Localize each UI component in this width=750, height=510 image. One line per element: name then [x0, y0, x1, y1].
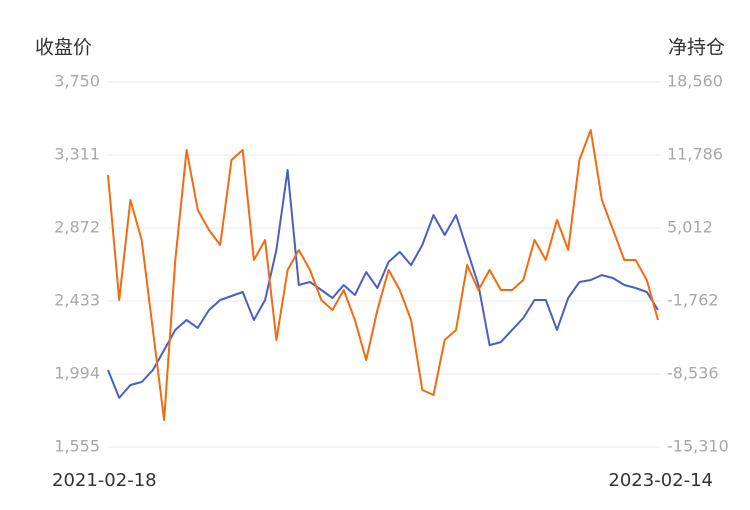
- y2-axis-title: 净持仓: [668, 37, 725, 59]
- line-series: [107, 169, 659, 399]
- y-tick-label: 3,750: [54, 72, 100, 91]
- x-tick-label: 2023-02-14: [608, 470, 713, 491]
- line-series: [107, 129, 659, 421]
- y2-tick-label: -15,310: [667, 437, 729, 456]
- y-tick-label: 3,311: [54, 145, 100, 164]
- y-tick-label: 2,872: [54, 218, 100, 237]
- y2-tick-label: 11,786: [667, 145, 723, 164]
- y2-tick-label: -8,536: [667, 364, 719, 383]
- y2-tick-label: -1,762: [667, 291, 719, 310]
- y-axis-title: 收盘价: [35, 37, 92, 59]
- y-tick-label: 1,994: [54, 364, 100, 383]
- y-tick-label: 2,433: [54, 291, 100, 310]
- y2-tick-label: 5,012: [667, 218, 713, 237]
- y-tick-label: 1,555: [54, 437, 100, 456]
- y2-tick-label: 18,560: [667, 72, 723, 91]
- x-tick-label: 2021-02-18: [52, 470, 157, 491]
